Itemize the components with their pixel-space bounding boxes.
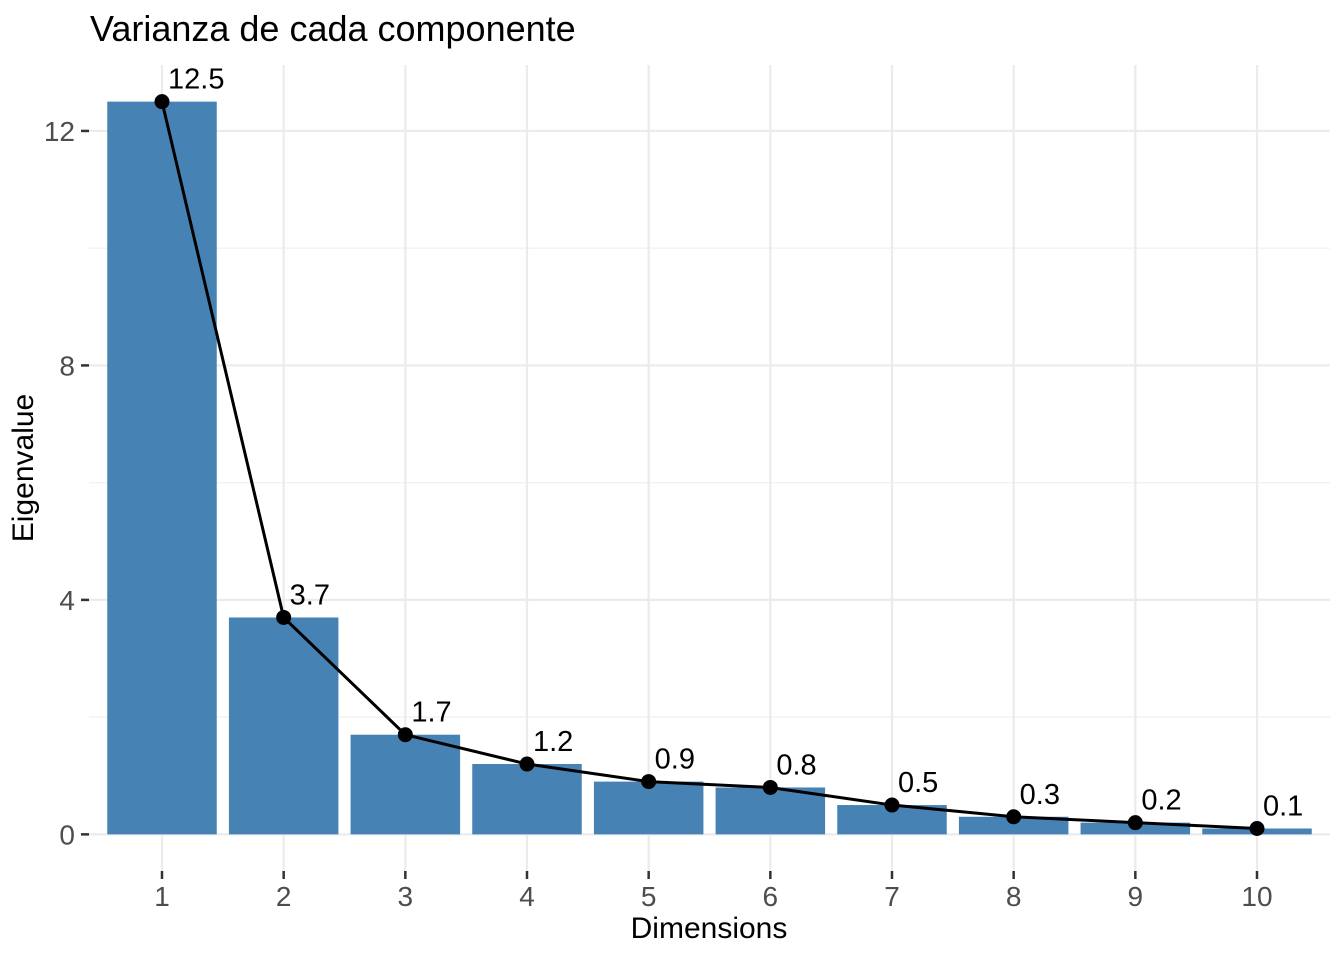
chart-title: Varianza de cada componente [90, 8, 576, 49]
x-tick-label-1: 1 [154, 881, 170, 912]
eigenvalue-line [160, 100, 1259, 831]
value-label-7: 0.5 [898, 767, 938, 799]
bar-dimension-8 [958, 816, 1069, 835]
bar-dimension-3 [350, 734, 461, 835]
axis-ticks-layer [81, 129, 1259, 879]
value-label-10: 0.1 [1263, 791, 1303, 823]
eigenvalue-point-10 [1249, 821, 1265, 837]
x-axis-title: Dimensions [631, 912, 788, 945]
value-label-5: 0.9 [655, 744, 695, 776]
y-tick-label-12: 12 [44, 116, 75, 147]
x-tick-label-6: 6 [763, 881, 779, 912]
value-label-3: 1.7 [411, 697, 451, 729]
x-tick-label-9: 9 [1128, 881, 1144, 912]
eigenvalue-point-9 [1127, 815, 1143, 831]
x-tick-label-8: 8 [1006, 881, 1022, 912]
line-layer [160, 100, 1259, 831]
bar-dimension-1 [107, 101, 217, 835]
value-label-4: 1.2 [533, 726, 573, 758]
value-label-2: 3.7 [290, 579, 330, 611]
x-tick-label-3: 3 [398, 881, 414, 912]
points-layer [154, 94, 1265, 837]
eigenvalue-point-4 [519, 756, 535, 772]
bar-dimension-6 [715, 787, 826, 835]
value-label-1: 12.5 [168, 64, 224, 96]
x-tick-label-10: 10 [1241, 881, 1272, 912]
y-tick-label-4: 4 [59, 585, 75, 616]
eigenvalue-point-2 [276, 609, 292, 625]
bar-dimension-5 [593, 781, 704, 835]
eigenvalue-point-5 [641, 774, 657, 790]
eigenvalue-point-3 [397, 727, 413, 743]
value-labels-layer: 12.5 3.7 1.7 1.2 0.9 0.8 0.5 0.3 0.2 0.1 [168, 64, 1303, 823]
x-tick-label-7: 7 [884, 881, 900, 912]
y-tick-label-8: 8 [59, 350, 75, 381]
bar-dimension-4 [472, 764, 582, 835]
value-label-9: 0.2 [1141, 785, 1181, 817]
gridlines-layer [89, 65, 1330, 871]
bar-dimension-2 [228, 617, 339, 835]
eigenvalue-point-7 [884, 797, 900, 813]
eigenvalue-point-1 [154, 94, 170, 110]
y-tick-label-0: 0 [59, 819, 75, 850]
value-label-8: 0.3 [1020, 779, 1060, 811]
y-axis-title: Eigenvalue [7, 394, 40, 542]
x-tick-label-4: 4 [519, 881, 535, 912]
eigenvalue-point-8 [1006, 809, 1022, 825]
eigenvalue-point-6 [762, 779, 778, 795]
x-tick-label-2: 2 [276, 881, 292, 912]
bars-layer [107, 101, 1312, 835]
value-label-6: 0.8 [776, 749, 816, 781]
x-tick-label-5: 5 [641, 881, 657, 912]
